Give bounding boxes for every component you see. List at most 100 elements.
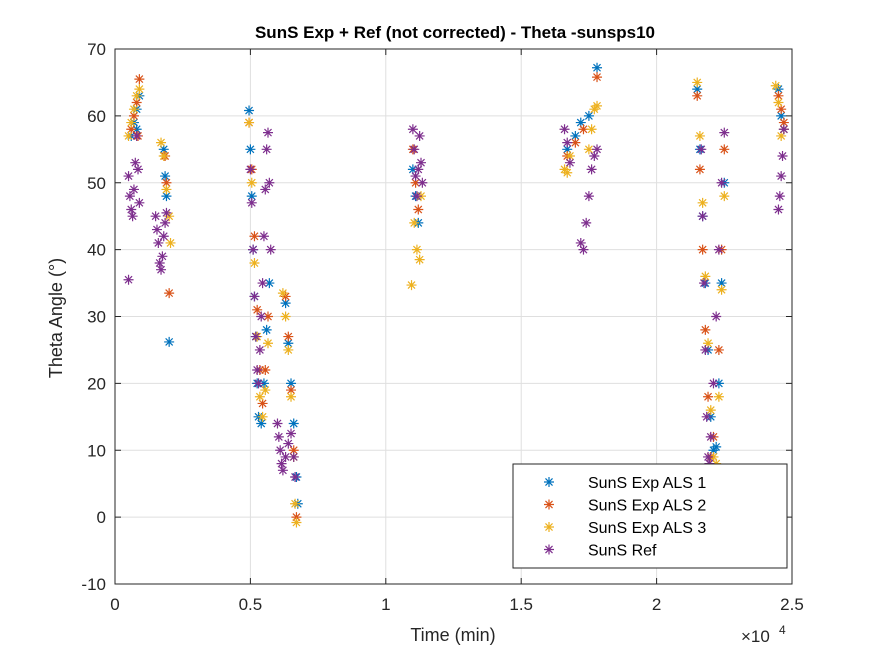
data-point [161, 184, 172, 195]
data-point [776, 110, 787, 121]
data-point [165, 237, 176, 248]
data-point [156, 137, 167, 148]
data-point [280, 451, 291, 462]
data-point [406, 280, 417, 291]
data-point [719, 127, 730, 138]
legend-box [512, 463, 788, 569]
data-point [283, 438, 294, 449]
data-point [256, 418, 267, 429]
data-point [291, 512, 302, 523]
data-point [158, 144, 169, 155]
data-point [290, 498, 301, 509]
data-point [697, 244, 708, 255]
data-point [708, 378, 719, 389]
legend-label: SunS Exp ALS 2 [588, 498, 706, 515]
data-point [288, 445, 299, 456]
data-point [407, 124, 418, 135]
data-point [409, 144, 420, 155]
data-point [127, 211, 138, 222]
data-point [257, 411, 268, 422]
data-point [264, 177, 275, 188]
data-point [713, 391, 724, 402]
data-point [134, 197, 145, 208]
data-point [254, 391, 265, 402]
data-point [158, 151, 169, 161]
data-point [413, 164, 424, 175]
data-point [160, 217, 171, 228]
data-point [283, 338, 294, 349]
data-point [263, 127, 274, 138]
data-point [286, 428, 297, 439]
data-point [716, 284, 727, 295]
data-point [778, 124, 789, 135]
data-point [276, 458, 287, 469]
x-tick-label: 2 [652, 595, 661, 614]
data-point [564, 157, 575, 168]
data-point [261, 324, 272, 335]
data-point [153, 237, 164, 248]
data-point [776, 171, 787, 182]
data-point [592, 62, 603, 73]
data-point [700, 344, 711, 355]
data-point [264, 278, 275, 289]
data-point [277, 465, 288, 476]
data-point [583, 110, 594, 121]
data-point [151, 224, 162, 235]
data-point [776, 104, 787, 115]
y-tick-label: 30 [87, 308, 106, 327]
data-point [578, 244, 589, 255]
y-tick-label: -10 [81, 575, 106, 594]
data-point [288, 418, 299, 429]
data-point [158, 231, 169, 242]
data-point [773, 97, 784, 108]
data-point [692, 84, 703, 95]
data-point [133, 164, 144, 175]
data-point [249, 258, 260, 268]
data-point [246, 177, 257, 188]
data-point [130, 157, 141, 168]
data-point [692, 90, 703, 101]
data-point [776, 130, 787, 141]
data-point [716, 177, 727, 188]
data-point [286, 391, 297, 402]
data-point [128, 184, 139, 195]
data-point [773, 90, 784, 101]
data-point [160, 171, 171, 182]
data-point [570, 130, 581, 141]
data-point [256, 311, 267, 322]
data-point [705, 405, 716, 416]
data-point [260, 385, 271, 396]
y-tick-label: 20 [87, 374, 106, 393]
data-point [260, 365, 271, 375]
data-point [705, 431, 716, 442]
y-tick-label: 50 [87, 174, 106, 193]
data-point [589, 151, 600, 161]
data-point [263, 338, 274, 349]
data-point [697, 197, 708, 208]
data-point [123, 274, 134, 285]
legend-label: SunS Exp ALS 3 [588, 520, 706, 537]
data-point [778, 117, 789, 128]
data-point [586, 164, 597, 175]
legend-marker [544, 499, 554, 510]
data-point [123, 130, 134, 141]
x-tick-label: 2.5 [780, 595, 804, 614]
data-point [701, 411, 712, 422]
data-point [126, 204, 137, 215]
data-point [592, 72, 603, 83]
x-tick-label: 1 [381, 595, 390, 614]
data-point [592, 100, 603, 111]
y-tick-label: 10 [87, 441, 106, 460]
data-point [258, 231, 269, 242]
data-point [164, 336, 175, 347]
data-point [277, 288, 288, 299]
data-point [257, 278, 268, 289]
data-point [261, 144, 272, 155]
x-exponent-base: ×10 [741, 627, 770, 646]
y-tick-label: 70 [87, 40, 106, 59]
data-point [252, 304, 263, 315]
data-point [708, 451, 719, 462]
data-point [161, 177, 172, 188]
